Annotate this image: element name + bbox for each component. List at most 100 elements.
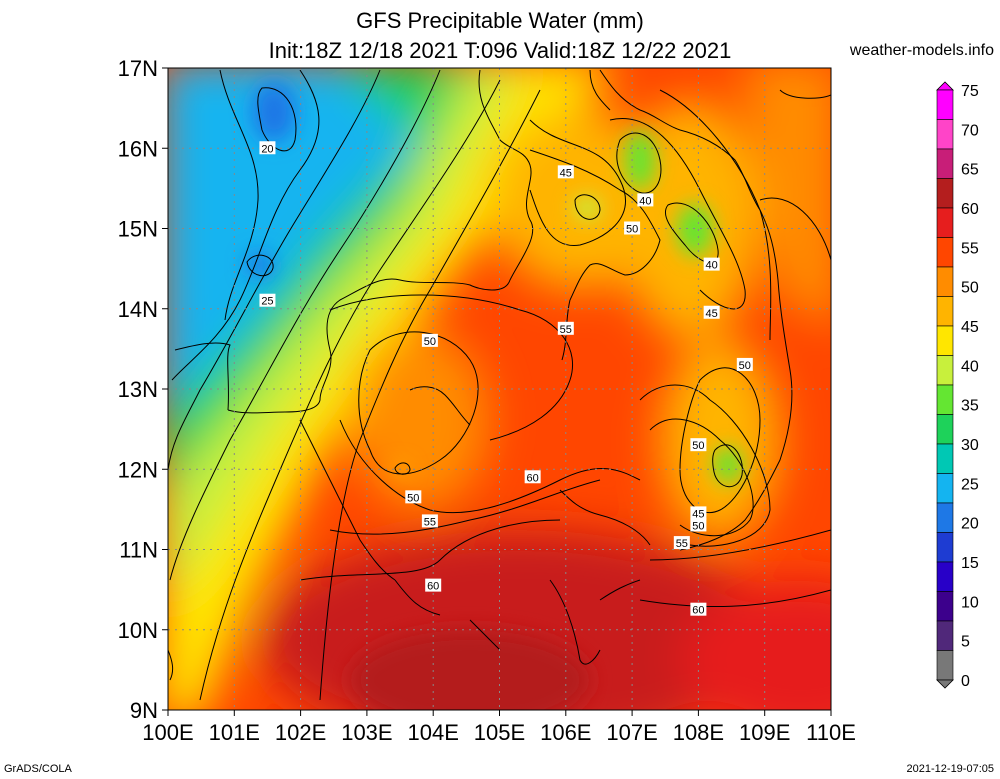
contour-label: 45: [690, 506, 707, 520]
lat-tick-label: 11N: [119, 538, 158, 563]
lat-tick-label: 16N: [118, 136, 158, 161]
contour-label: 55: [673, 536, 690, 550]
svg-text:45: 45: [560, 167, 572, 179]
colorbar-label: 30: [961, 437, 979, 454]
svg-text:60: 60: [427, 581, 439, 593]
colorbar-label: 70: [961, 122, 979, 139]
contour-label: 50: [624, 221, 641, 236]
svg-text:50: 50: [692, 520, 704, 532]
lon-tick-label: 103E: [341, 720, 392, 745]
colorbar-segment: [936, 119, 954, 150]
coastlines-borders: [168, 69, 793, 681]
colorbar-segment: [936, 502, 954, 533]
footer-left-text: GrADS/COLA: [4, 763, 72, 775]
lon-tick-label: 101E: [209, 720, 260, 745]
colorbar-label: 60: [961, 201, 979, 218]
lon-tick-label: 106E: [540, 720, 591, 745]
colorbar-label: 50: [961, 280, 979, 297]
colorbar-segment: [936, 561, 954, 592]
contour-label: 60: [524, 470, 541, 484]
colorbar-bottom-arrow: [936, 679, 954, 689]
contour-label: 55: [557, 321, 574, 336]
colorbar-segment: [936, 89, 954, 120]
colorbar-segment: [936, 266, 954, 297]
colorbar-segment: [936, 207, 954, 238]
svg-text:60: 60: [692, 605, 704, 617]
contour-label: 60: [425, 578, 442, 593]
colorbar-label: 45: [961, 319, 979, 336]
footer-right-text: 2021-12-19-07:05: [906, 763, 994, 775]
contour-label: 50: [690, 518, 707, 532]
colorbar-label: 75: [961, 83, 979, 100]
colorbar-segment: [936, 296, 954, 327]
map-subtitle: Init:18Z 12/18 2021 T:096 Valid:18Z 12/2…: [268, 38, 732, 63]
lon-tick-label: 107E: [606, 720, 657, 745]
field-shading: [168, 68, 831, 710]
lat-tick-label: 10N: [118, 618, 158, 643]
colorbar-label: 0: [961, 673, 970, 690]
longitude-tick-labels: 100E 101E 102E 103E 104E 105E 106E 107E 108E 109E…: [142, 710, 856, 745]
contour-label: 45: [557, 165, 574, 179]
contour-label: 60: [690, 602, 707, 617]
colorbar-label: 65: [961, 162, 979, 179]
svg-text:50: 50: [407, 492, 419, 504]
contour-lines: [168, 69, 831, 701]
contour-label: 25: [259, 293, 276, 308]
contour-label: 50: [690, 438, 707, 452]
colorbar-segment: [936, 325, 954, 356]
lon-tick-label: 100E: [142, 720, 193, 745]
lon-tick-label: 102E: [275, 720, 326, 745]
colorbar-label: 15: [961, 555, 979, 572]
colorbar-segment: [936, 355, 954, 386]
svg-text:55: 55: [424, 516, 436, 528]
svg-text:50: 50: [692, 440, 704, 452]
svg-text:60: 60: [527, 472, 539, 484]
contour-label: 50: [405, 490, 422, 504]
lon-tick-label: 104E: [408, 720, 459, 745]
colorbar-segment: [936, 414, 954, 445]
lat-tick-label: 15N: [118, 217, 158, 242]
svg-text:50: 50: [626, 224, 638, 236]
colorbar-segment: [936, 620, 954, 651]
contour-label: 50: [736, 357, 753, 372]
lat-tick-label: 13N: [118, 377, 158, 402]
lon-tick-label: 109E: [739, 720, 790, 745]
svg-text:55: 55: [676, 538, 688, 550]
lat-tick-label: 9N: [130, 698, 158, 723]
colorbar-segment: [936, 178, 954, 209]
svg-text:40: 40: [639, 195, 651, 207]
colorbar-segment: [936, 591, 954, 622]
colorbar-label: 20: [961, 516, 979, 533]
lat-tick-label: 12N: [118, 457, 158, 482]
svg-text:50: 50: [739, 360, 751, 372]
colorbar-segment: [936, 237, 954, 268]
map-title: GFS Precipitable Water (mm): [356, 8, 644, 33]
colorbar-label: 10: [961, 594, 979, 611]
colorbar-top-arrow: [936, 81, 954, 91]
contour-label: 40: [703, 257, 720, 272]
svg-text:55: 55: [560, 324, 572, 336]
contour-label: 20: [259, 141, 276, 155]
latitude-tick-labels: 17N 16N 15N 14N 13N 12N 11N 10N 9N: [118, 56, 168, 723]
svg-text:45: 45: [706, 308, 718, 320]
colorbar-segment: [936, 443, 954, 474]
svg-text:40: 40: [706, 260, 718, 272]
contour-label: 50: [421, 333, 438, 348]
lon-tick-label: 108E: [673, 720, 724, 745]
colorbar-label: 35: [961, 398, 979, 415]
colorbar-segment: [936, 532, 954, 563]
colorbar-label: 5: [961, 634, 970, 651]
contour-label: 45: [703, 305, 720, 320]
lon-tick-label: 110E: [806, 720, 856, 745]
credit-text: weather-models.info: [849, 42, 994, 59]
contour-label: 40: [637, 193, 654, 207]
svg-text:20: 20: [261, 143, 273, 155]
colorbar-label: 40: [961, 358, 979, 375]
lat-tick-label: 17N: [118, 56, 158, 81]
lon-tick-label: 105E: [474, 720, 525, 745]
colorbar-segment: [936, 473, 954, 504]
svg-text:50: 50: [424, 336, 436, 348]
colorbar-segment: [936, 148, 954, 179]
